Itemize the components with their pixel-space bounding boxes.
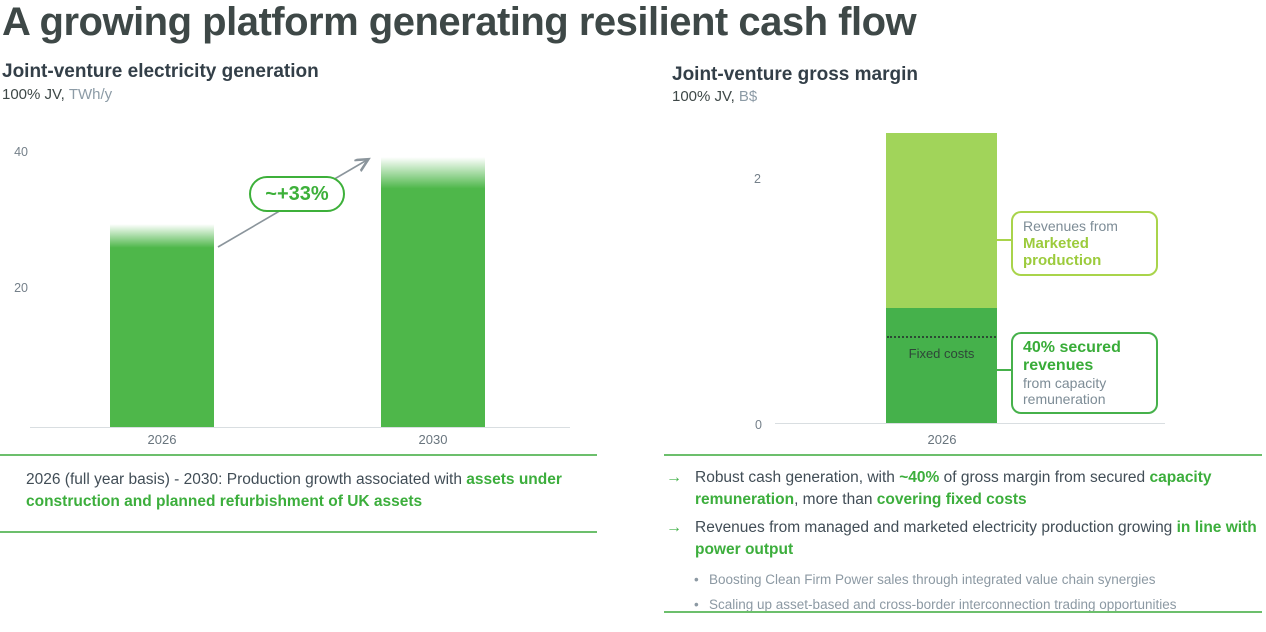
left-x-axis [30,427,570,428]
right-separator-top [664,454,1262,456]
bullet-robust-cash: → Robust cash generation, with ~40% of g… [664,467,1266,511]
segment-secured [886,308,997,423]
bullet-revenues-growing: → Revenues from managed and marketed ele… [664,517,1266,561]
right-xtick-2026: 2026 [927,432,957,447]
page-title: A growing platform generating resilient … [2,0,917,44]
bar-2026 [110,221,214,427]
bullet-robust-cash-text: Robust cash generation, with ~40% of gro… [695,469,1212,508]
dot-bullet-icon: • [694,597,699,612]
left-basis-label: 100% JV, [2,86,65,103]
left-separator-top [0,454,597,456]
growth-badge: ~+33% [249,176,345,212]
sub-bullet-clean-firm-power: • Boosting Clean Firm Power sales throug… [664,567,1266,592]
right-basis-label: 100% JV, [672,88,735,105]
left-xtick-2030: 2030 [418,432,448,447]
sub-bullet-clean-firm-power-text: Boosting Clean Firm Power sales through … [709,572,1156,587]
right-ytick-0: 0 [755,418,762,432]
bullet-revenues-growing-text: Revenues from managed and marketed elect… [695,519,1257,558]
left-ytick-40: 40 [14,145,28,159]
arrow-bullet-icon: → [666,469,682,486]
right-ytick-2: 2 [754,172,761,186]
right-separator-bottom [664,611,1262,613]
secured-connector-line [996,369,1011,371]
left-ytick-20: 20 [14,281,28,295]
left-footnote: 2026 (full year basis) - 2030: Productio… [26,471,562,510]
sub-bullet-trading: • Scaling up asset-based and cross-borde… [664,592,1266,617]
right-chart-subtitle: 100% JV, B$ [672,88,757,105]
left-chart-subtitle: 100% JV, TWh/y [2,86,112,103]
arrow-bullet-icon: → [666,519,682,536]
left-chart-title: Joint-venture electricity generation [2,61,319,82]
bar-2030 [381,153,485,427]
right-chart-title: Joint-venture gross margin [672,64,918,85]
right-x-axis [775,423,1165,424]
secured-callout-line4: remuneration [1023,391,1106,407]
marketed-callout-line3: production [1023,252,1102,269]
right-unit-label: B$ [738,88,758,105]
sub-bullet-trading-text: Scaling up asset-based and cross-border … [709,597,1177,612]
segment-marketed [886,133,997,308]
marketed-connector-line [996,239,1011,241]
secured-callout-line2: revenues [1023,357,1094,374]
stacked-bar-2026: Fixed costs [886,133,997,423]
fixed-costs-label: Fixed costs [908,346,975,361]
right-bullet-list: → Robust cash generation, with ~40% of g… [664,467,1266,617]
left-xtick-2026: 2026 [147,432,177,447]
secured-callout-line1: 40% secured [1023,339,1121,356]
secured-callout-line3: from capacity [1023,375,1107,391]
fixed-costs-line [887,336,996,338]
marketed-callout-line1: Revenues from [1023,218,1118,234]
dot-bullet-icon: • [694,572,699,587]
left-separator-bottom [0,531,597,533]
marketed-callout: Revenues from Marketed production [1011,211,1158,276]
left-unit-label: TWh/y [68,86,113,103]
secured-callout: 40% secured revenues from capacity remun… [1011,332,1158,414]
marketed-callout-line2: Marketed [1023,235,1089,252]
